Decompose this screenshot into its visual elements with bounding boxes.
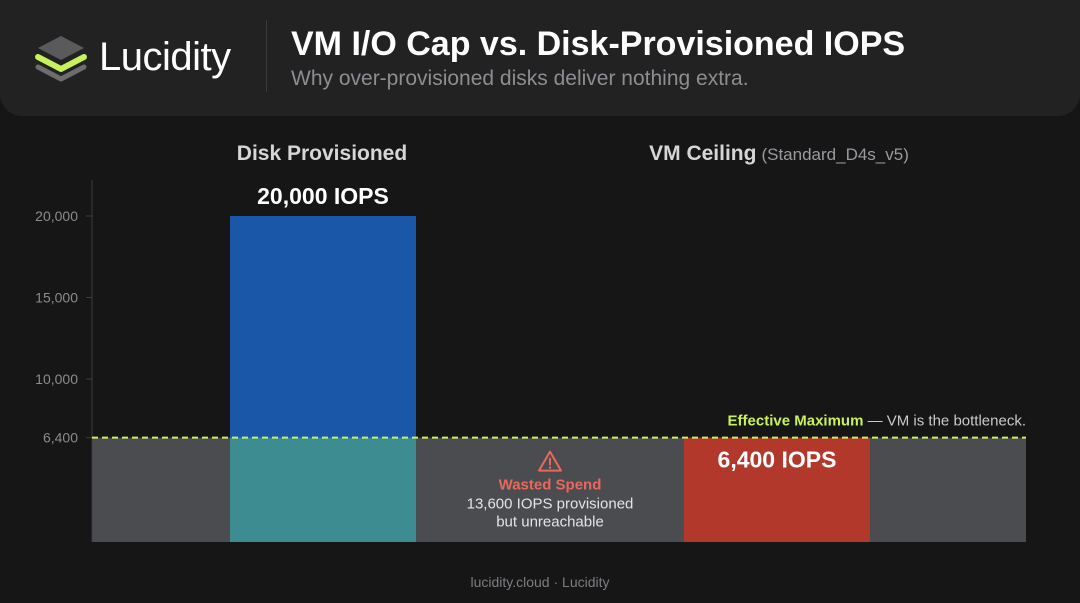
y-axis-ticks: 6,400 10,000 15,000 20,000 <box>35 208 92 446</box>
warning-triangle-icon <box>538 450 562 472</box>
y-tick-label: 20,000 <box>35 208 78 224</box>
header-bar: Lucidity VM I/O Cap vs. Disk-Provisioned… <box>0 0 1080 116</box>
effective-maximum-label-bold: Effective Maximum <box>728 413 864 430</box>
effective-maximum-label: Effective Maximum — VM is the bottleneck… <box>728 413 1026 430</box>
y-tick-label: 10,000 <box>35 371 78 387</box>
layered-stack-icon <box>35 36 87 82</box>
bar-vm-ceiling <box>684 437 870 542</box>
footer-credit: lucidity.cloud · Lucidity <box>470 574 610 590</box>
value-label-disk-provisioned: 20,000 IOPS <box>257 183 389 209</box>
value-label-vm-ceiling: 6,400 IOPS <box>718 447 837 473</box>
header-divider <box>266 20 267 92</box>
y-tick-label: 15,000 <box>35 290 78 306</box>
wasted-spend-line-1: 13,600 IOPS provisioned <box>467 496 634 513</box>
y-tick-label: 6,400 <box>43 430 78 446</box>
effective-maximum-label-rest: — VM is the bottleneck. <box>863 413 1026 430</box>
wasted-spend-title: Wasted Spend <box>499 477 602 494</box>
category-label-disk-provisioned: Disk Provisioned <box>237 142 407 165</box>
category-name-vm-ceiling: VM Ceiling <box>649 142 756 165</box>
category-suffix-vm-ceiling: (Standard_D4s_v5) <box>761 145 908 164</box>
wasted-spend-line-2: but unreachable <box>496 514 604 531</box>
iops-bar-chart: 6,400 10,000 15,000 20,000 Effective Maximu… <box>35 142 1026 542</box>
page-title: VM I/O Cap vs. Disk-Provisioned IOPS <box>291 25 906 63</box>
bar-disk-provisioned-usable-portion <box>230 437 416 542</box>
brand-name: Lucidity <box>99 35 231 79</box>
page-subtitle: Why over-provisioned disks deliver nothi… <box>291 67 749 90</box>
category-label-vm-ceiling: VM Ceiling (Standard_D4s_v5) <box>649 142 909 165</box>
